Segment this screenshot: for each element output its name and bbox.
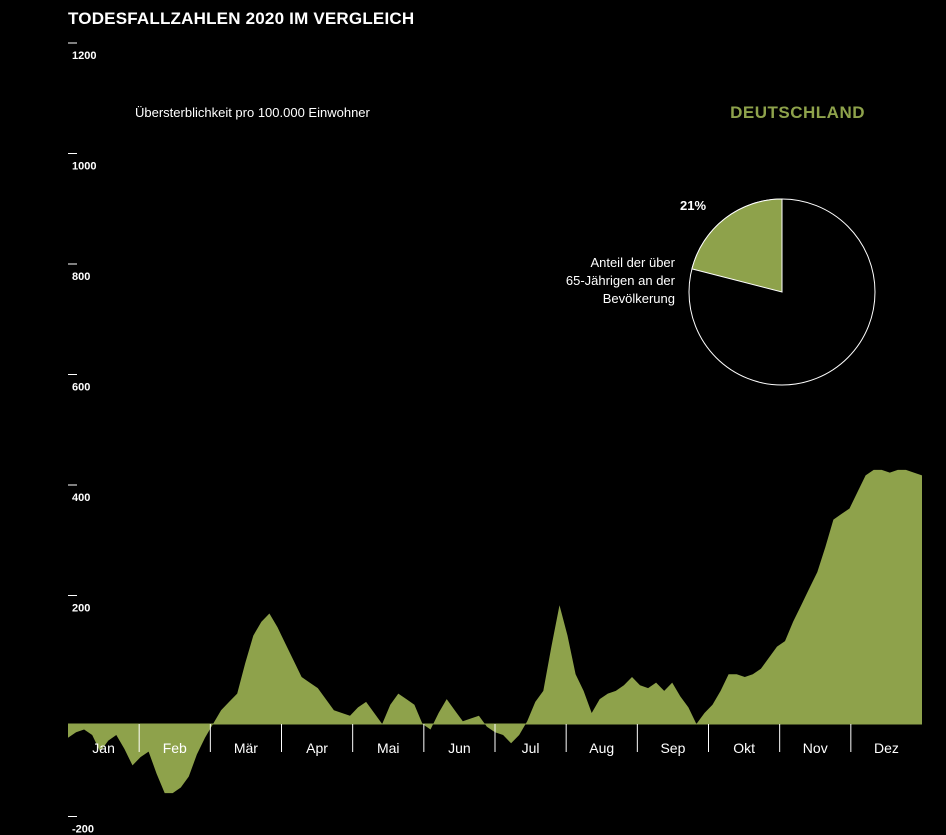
x-tick-label: Mai xyxy=(377,740,400,756)
pie-caption-line: 65-Jährigen an der xyxy=(566,273,676,288)
x-tick-label: Feb xyxy=(163,740,187,756)
x-tick-label: Apr xyxy=(306,740,328,756)
y-axis-label: Übersterblichkeit pro 100.000 Einwohner xyxy=(135,105,371,120)
pie-percent-label: 21% xyxy=(680,198,706,213)
y-tick-label: 600 xyxy=(72,382,90,394)
x-tick-label: Jan xyxy=(92,740,115,756)
pie-caption-line: Bevölkerung xyxy=(603,291,675,306)
y-tick-label: 800 xyxy=(72,271,90,283)
area-series-path xyxy=(68,469,922,794)
y-axis: 1200 1000 800 600 400 200 -200 xyxy=(68,42,96,835)
x-tick-label: Jun xyxy=(448,740,471,756)
y-tick-label: 400 xyxy=(72,492,90,504)
x-axis: Jan Feb Mär Apr Mai Jun Jul Aug Sep Okt Nov Dez xyxy=(92,724,899,756)
x-tick-label: Aug xyxy=(589,740,614,756)
pie-caption-line: Anteil der über xyxy=(590,255,675,270)
chart-title: TODESFALLZAHLEN 2020 IM VERGLEICH xyxy=(68,9,415,28)
y-tick-label: 200 xyxy=(72,603,90,615)
pie-chart xyxy=(688,198,876,386)
x-tick-label: Nov xyxy=(803,740,828,756)
y-tick-label: 1000 xyxy=(72,161,96,173)
y-tick-label: 1200 xyxy=(72,50,96,62)
country-label: DEUTSCHLAND xyxy=(730,103,865,122)
pie-caption: Anteil der über 65-Jährigen an der Bevölke… xyxy=(566,255,676,306)
x-tick-label: Jul xyxy=(522,740,540,756)
x-tick-label: Okt xyxy=(733,740,755,756)
x-tick-label: Sep xyxy=(660,740,685,756)
pie-slice-share xyxy=(691,198,783,293)
x-tick-label: Mär xyxy=(234,740,258,756)
x-tick-label: Dez xyxy=(874,740,899,756)
y-tick-label: -200 xyxy=(72,824,94,835)
